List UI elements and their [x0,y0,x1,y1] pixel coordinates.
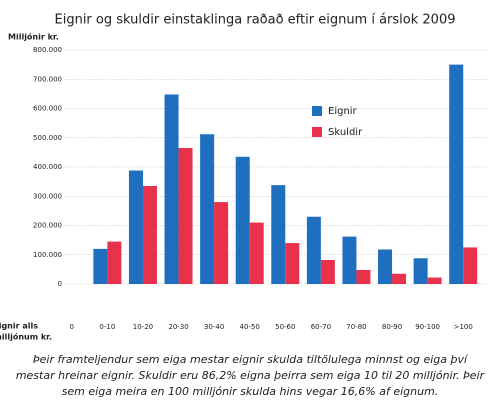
legend-label: Skuldir [328,127,363,138]
bar [214,202,229,284]
x-tick-label: 50-60 [275,323,295,331]
x-tick-label: 0-10 [99,323,115,331]
x-tick-label: 20-30 [168,323,188,331]
bar [285,243,300,284]
bar [378,249,393,284]
caption: Þeir framteljendur sem eiga mestar eigni… [0,352,500,400]
x-tick-label: 90-100 [415,323,440,331]
x-tick-label: 40-50 [240,323,260,331]
bar [271,185,286,284]
x-tick-label: 10-20 [133,323,153,331]
bar [320,260,335,284]
bar [463,247,478,284]
x-axis-label: Eignir alls [0,322,38,331]
y-tick-label: 400.000 [33,163,62,171]
y-tick-label: 100.000 [33,251,62,259]
x-tick-label: 60-70 [311,323,331,331]
x-tick-label: 30-40 [204,323,224,331]
y-tick-label: 600.000 [33,105,62,113]
chart-title: Eignir og skuldir einstaklinga raðað eft… [55,13,456,28]
y-tick-label: 800.000 [33,46,62,54]
chart: Eignir og skuldir einstaklinga raðað eft… [0,13,489,342]
bar [449,64,464,284]
x-tick-label: 70-80 [346,323,366,331]
legend-swatch [312,106,322,116]
bar [427,277,442,284]
legend-label: Eignir [328,106,358,117]
y-tick-label: 0 [58,280,62,288]
y-axis-label: Milljónir kr. [8,32,59,42]
x-axis-label: í milljónum kr. [0,332,52,342]
bar [93,248,108,284]
bar [413,258,428,284]
legend-swatch [312,127,322,137]
bar [164,94,179,285]
x-tick-label: 0 [70,323,74,331]
caption-line: mestar hreinar eignir. Skuldir eru 86,2%… [15,369,485,382]
bar [142,186,157,284]
bar [356,269,371,284]
x-tick-label: 80-90 [382,323,402,331]
y-tick-label: 200.000 [33,222,62,230]
bar [128,170,143,284]
caption-line: Þeir framteljendur sem eiga mestar eigni… [32,353,468,366]
caption-line: sem eiga meira en 100 milljónir skulda h… [61,385,439,398]
y-tick-label: 700.000 [33,75,62,83]
bar [107,241,122,284]
y-tick-label: 500.000 [33,134,62,142]
bar [342,236,357,284]
bar [249,222,264,284]
bar [178,147,193,284]
x-tick-label: >100 [454,323,473,331]
bar [200,134,215,284]
y-tick-label: 300.000 [33,192,62,200]
bar [235,156,250,284]
bar [392,273,407,284]
bar [306,216,321,284]
